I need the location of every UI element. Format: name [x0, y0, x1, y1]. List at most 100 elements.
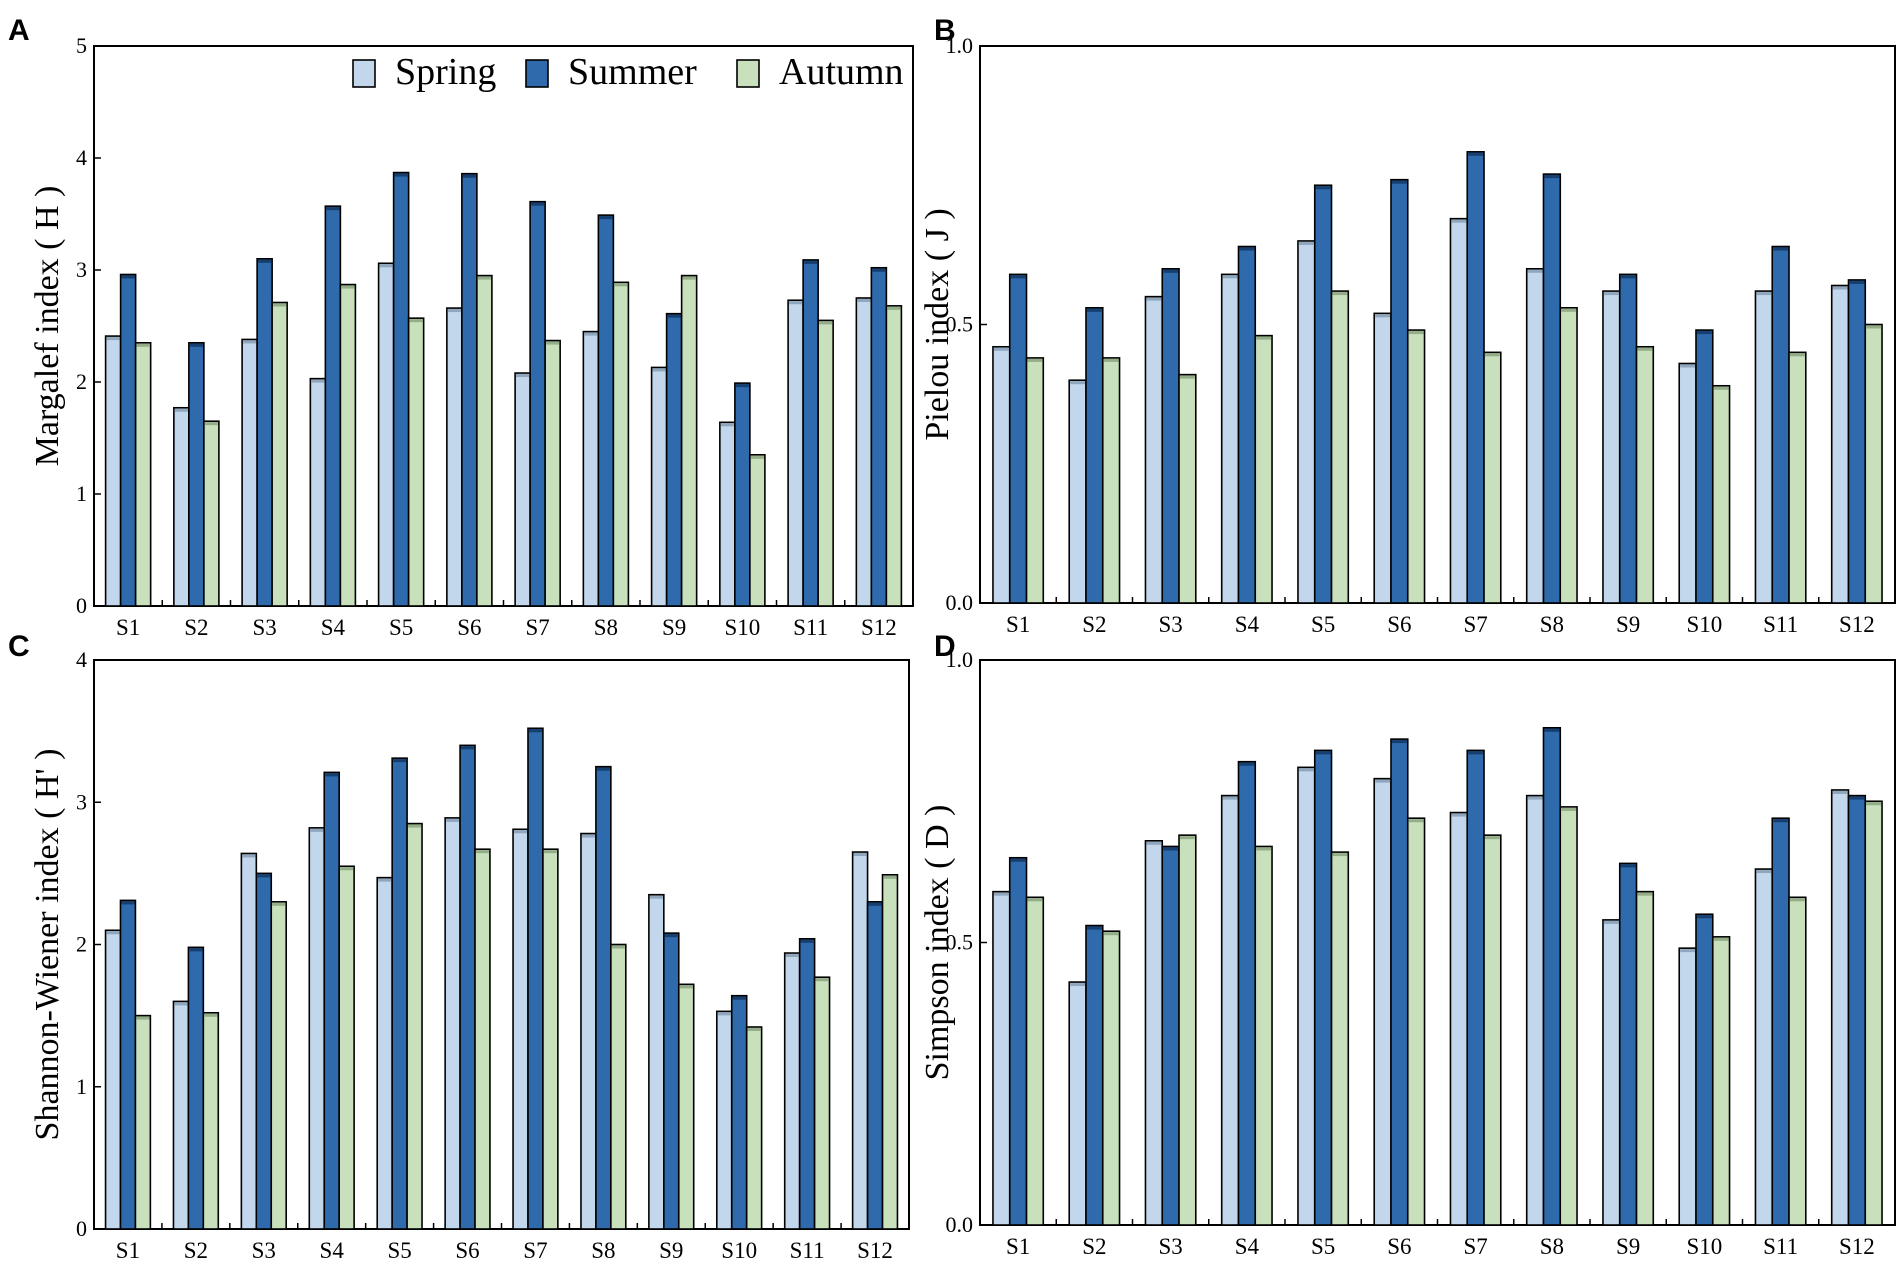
legend: Spring Summer Autumn: [352, 51, 904, 93]
x-tick-label: S8: [1540, 612, 1564, 637]
bar-autumn-s12: [885, 305, 903, 607]
bar-spring-s7: [1449, 217, 1469, 604]
panel-letter: B: [934, 14, 956, 47]
bar-summer-s10: [730, 994, 748, 1230]
bar-summer-s12: [1847, 279, 1867, 604]
bar-spring-s11: [783, 952, 801, 1230]
bar-autumn-s8: [610, 943, 627, 1230]
bar-summer-s3: [256, 257, 273, 607]
y-tick-label: 1: [76, 481, 87, 506]
bar-spring-s7: [514, 372, 531, 607]
bar-summer-s4: [324, 205, 342, 607]
bar-summer-s6: [459, 744, 476, 1230]
bar-summer-s12: [870, 266, 888, 607]
bar-spring-s9: [648, 893, 665, 1230]
bar-spring-s1: [104, 335, 122, 607]
x-tick-label: S4: [1235, 1234, 1260, 1259]
bar-autumn-s11: [1788, 351, 1807, 604]
x-tick-label: S8: [1540, 1234, 1564, 1259]
bar-autumn-s4: [1254, 334, 1273, 604]
x-tick-label: S3: [252, 1238, 276, 1263]
legend-label: Spring: [395, 51, 496, 93]
bar-autumn-s4: [338, 865, 355, 1230]
bar-summer-s3: [1161, 845, 1180, 1226]
bar-autumn-s4: [1254, 845, 1273, 1226]
bar-summer-s10: [734, 382, 751, 607]
y-tick-label: 4: [76, 145, 87, 170]
bar-summer-s1: [1008, 856, 1028, 1226]
panel-letter: D: [934, 630, 956, 663]
bar-spring-s5: [1297, 240, 1316, 604]
x-tick-label: S6: [457, 615, 481, 640]
bar-spring-s10: [1678, 947, 1697, 1226]
bar-spring-s10: [715, 1010, 733, 1230]
bar-autumn-s7: [542, 848, 559, 1230]
bar-summer-s9: [1618, 273, 1638, 604]
bar-spring-s12: [1830, 789, 1850, 1226]
bar-autumn-s8: [1559, 806, 1578, 1226]
bar-spring-s9: [1602, 919, 1621, 1226]
bar-spring-s1: [104, 929, 122, 1230]
bar-autumn-s7: [1483, 351, 1502, 604]
bar-autumn-s3: [271, 301, 288, 607]
bar-spring-s7: [512, 828, 529, 1230]
bar-autumn-s6: [1406, 329, 1426, 604]
bar-autumn-s11: [1788, 896, 1807, 1226]
bar-autumn-s2: [203, 420, 220, 607]
bar-spring-s12: [855, 297, 873, 607]
x-tick-label: S12: [1839, 1234, 1875, 1259]
bar-summer-s3: [255, 872, 273, 1230]
bar-autumn-s1: [134, 341, 152, 607]
x-tick-label: S8: [594, 615, 618, 640]
bar-summer-s9: [665, 312, 683, 607]
bar-spring-s11: [1754, 868, 1774, 1226]
panel-b: B 0.0 0.5 1.0 Pielou index ( J ) S1 S2 S3 S4 S5 S6…: [919, 14, 1896, 637]
bar-spring-s8: [582, 330, 600, 607]
bar-summer-s12: [1847, 794, 1867, 1226]
bar-spring-s5: [377, 262, 395, 607]
y-tick-label: 0.0: [946, 1212, 974, 1237]
bar-autumn-s3: [1178, 373, 1197, 604]
y-tick-label: 2: [76, 369, 87, 394]
x-tick-label: S6: [455, 1238, 479, 1263]
bar-summer-s10: [1695, 913, 1714, 1226]
bar-summer-s1: [1008, 273, 1028, 604]
x-tick-label: S12: [857, 1238, 893, 1263]
bar-spring-s4: [1220, 794, 1240, 1226]
x-tick-label: S9: [1616, 612, 1640, 637]
legend-swatch: [736, 59, 760, 88]
bar-spring-s8: [580, 832, 597, 1230]
bar-autumn-s7: [544, 339, 561, 607]
bar-autumn-s9: [677, 983, 695, 1230]
x-tick-label: S11: [1763, 612, 1798, 637]
bar-summer-s5: [392, 171, 410, 607]
x-tick-label: S7: [525, 615, 549, 640]
bar-autumn-s12: [1864, 323, 1883, 604]
bar-spring-s3: [240, 852, 258, 1230]
bar-summer-s1: [119, 899, 137, 1230]
bar-spring-s3: [1144, 295, 1164, 604]
bar-spring-s5: [1297, 766, 1316, 1226]
bar-summer-s2: [188, 341, 205, 607]
x-tick-label: S9: [1616, 1234, 1640, 1259]
bar-spring-s8: [1525, 267, 1545, 604]
legend-swatch: [525, 59, 549, 88]
x-tick-label: S4: [1235, 612, 1260, 637]
bar-autumn-s1: [134, 1014, 152, 1230]
x-tick-label: S11: [793, 615, 828, 640]
y-tick-label: 3: [76, 789, 87, 814]
bar-autumn-s6: [1406, 817, 1426, 1226]
bar-spring-s12: [1830, 284, 1850, 604]
legend-label: Autumn: [779, 51, 904, 93]
bar-autumn-s11: [817, 319, 834, 607]
x-tick-label: S2: [1082, 1234, 1106, 1259]
bar-summer-s12: [866, 901, 884, 1230]
y-tick-label: 0: [76, 593, 87, 618]
bar-autumn-s1: [1025, 357, 1045, 604]
bar-summer-s7: [1466, 151, 1485, 604]
x-tick-label: S4: [320, 1238, 345, 1263]
bar-spring-s3: [241, 338, 258, 607]
bar-autumn-s12: [881, 873, 899, 1230]
x-tick-label: S1: [1006, 1234, 1030, 1259]
